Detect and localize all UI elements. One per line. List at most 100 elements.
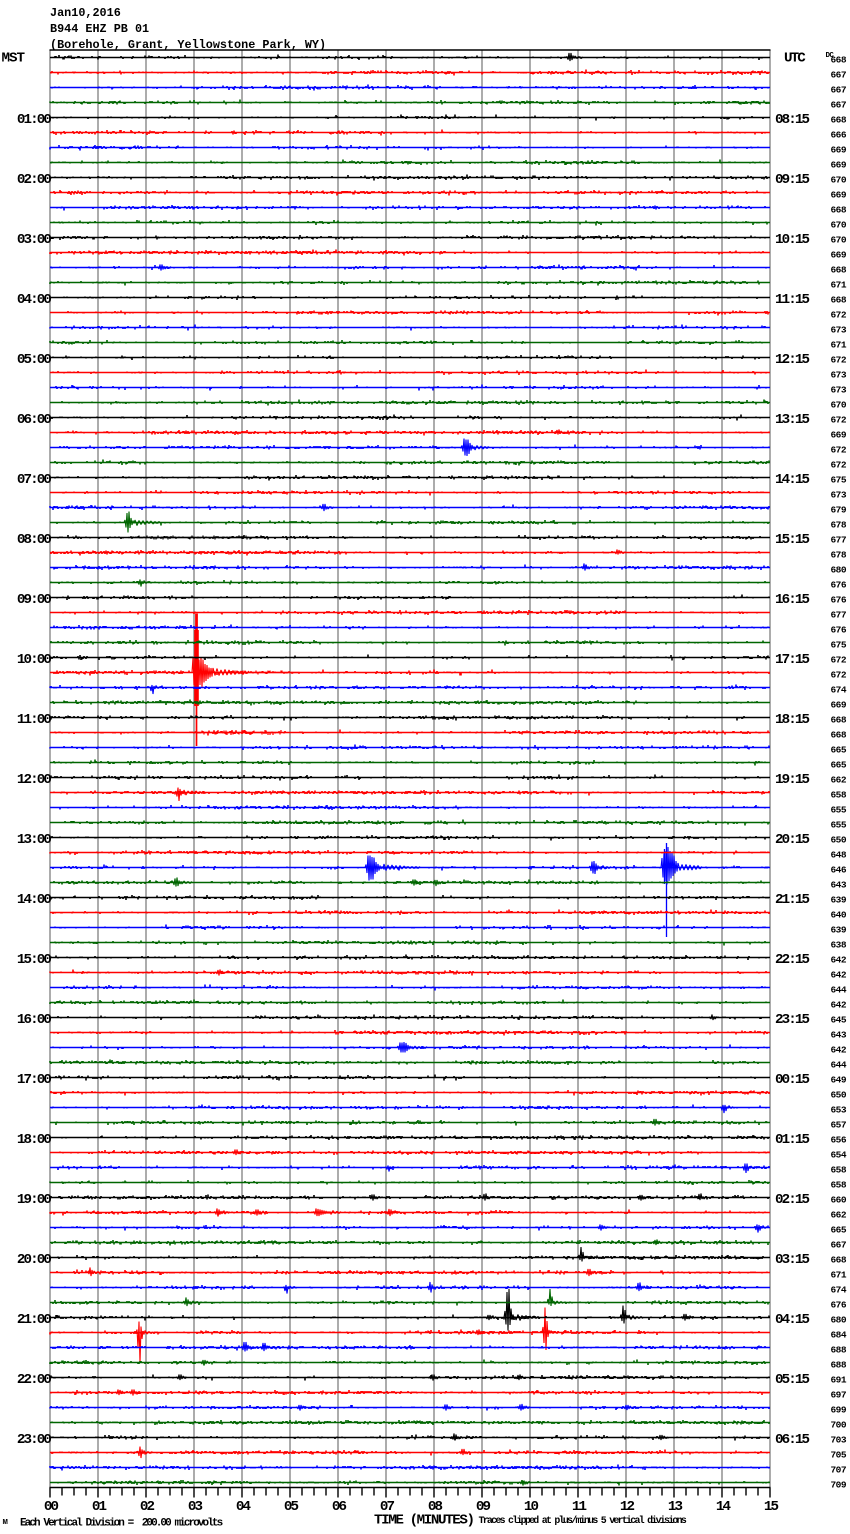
- svg-text:691: 691: [830, 1375, 846, 1386]
- svg-text:668: 668: [830, 55, 846, 66]
- svg-text:05: 05: [284, 1499, 299, 1515]
- svg-text:671: 671: [830, 340, 846, 351]
- svg-text:17:15: 17:15: [775, 652, 809, 668]
- svg-text:06:00: 06:00: [17, 412, 51, 428]
- svg-text:11:15: 11:15: [775, 292, 809, 308]
- svg-text:646: 646: [830, 865, 846, 876]
- svg-text:Traces clipped at plus/minus 5: Traces clipped at plus/minus 5 vertical …: [479, 1515, 687, 1526]
- svg-text:06:15: 06:15: [775, 1432, 809, 1448]
- svg-text:м: м: [3, 1517, 8, 1527]
- svg-text:668: 668: [830, 715, 846, 726]
- svg-text:658: 658: [830, 1165, 846, 1176]
- svg-text:649: 649: [830, 1075, 846, 1086]
- svg-text:19:00: 19:00: [17, 1192, 51, 1208]
- svg-text:DC: DC: [826, 52, 835, 60]
- svg-text:642: 642: [830, 1045, 846, 1056]
- svg-text:672: 672: [830, 310, 846, 321]
- svg-text:640: 640: [830, 910, 846, 921]
- svg-text:677: 677: [830, 535, 846, 546]
- svg-text:676: 676: [830, 595, 846, 606]
- svg-text:678: 678: [830, 520, 846, 531]
- svg-text:09:00: 09:00: [17, 592, 51, 608]
- svg-text:674: 674: [830, 1285, 846, 1296]
- svg-text:645: 645: [830, 1015, 846, 1026]
- svg-text:10: 10: [524, 1499, 539, 1515]
- svg-text:709: 709: [830, 1480, 846, 1491]
- svg-text:673: 673: [830, 490, 846, 501]
- svg-text:670: 670: [830, 220, 846, 231]
- svg-text:648: 648: [830, 850, 846, 861]
- svg-text:672: 672: [830, 460, 846, 471]
- svg-text:03: 03: [188, 1499, 203, 1515]
- svg-text:03:15: 03:15: [775, 1252, 809, 1268]
- svg-text:13:15: 13:15: [775, 412, 809, 428]
- svg-text:654: 654: [830, 1150, 846, 1161]
- svg-text:07:00: 07:00: [17, 472, 51, 488]
- svg-text:14:00: 14:00: [17, 892, 51, 908]
- svg-text:669: 669: [830, 160, 846, 171]
- svg-text:678: 678: [830, 550, 846, 561]
- svg-text:12:00: 12:00: [17, 772, 51, 788]
- svg-text:642: 642: [830, 1000, 846, 1011]
- svg-text:673: 673: [830, 325, 846, 336]
- svg-text:10:15: 10:15: [775, 232, 809, 248]
- svg-text:672: 672: [830, 445, 846, 456]
- svg-text:668: 668: [830, 1255, 846, 1266]
- svg-text:662: 662: [830, 775, 846, 786]
- svg-text:669: 669: [830, 700, 846, 711]
- svg-text:679: 679: [830, 505, 846, 516]
- svg-text:703: 703: [830, 1435, 846, 1446]
- svg-text:676: 676: [830, 580, 846, 591]
- svg-text:644: 644: [830, 985, 846, 996]
- svg-text:650: 650: [830, 1090, 846, 1101]
- svg-text:16:15: 16:15: [775, 592, 809, 608]
- svg-text:660: 660: [830, 1195, 846, 1206]
- svg-text:668: 668: [830, 205, 846, 216]
- svg-text:01:00: 01:00: [17, 112, 51, 128]
- svg-text:15: 15: [764, 1499, 779, 1515]
- svg-text:11:00: 11:00: [17, 712, 51, 728]
- svg-text:(Borehole, Grant, Yellowstone: (Borehole, Grant, Yellowstone Park, WY): [50, 38, 326, 52]
- svg-text:688: 688: [830, 1360, 846, 1371]
- svg-text:644: 644: [830, 1060, 846, 1071]
- svg-text:680: 680: [830, 565, 846, 576]
- svg-text:08:15: 08:15: [775, 112, 809, 128]
- svg-text:658: 658: [830, 790, 846, 801]
- svg-text:668: 668: [830, 730, 846, 741]
- svg-text:05:15: 05:15: [775, 1372, 809, 1388]
- svg-text:671: 671: [830, 280, 846, 291]
- svg-text:667: 667: [830, 70, 846, 81]
- svg-text:672: 672: [830, 670, 846, 681]
- svg-text:22:15: 22:15: [775, 952, 809, 968]
- svg-text:07: 07: [380, 1499, 395, 1515]
- svg-text:684: 684: [830, 1330, 846, 1341]
- svg-text:672: 672: [830, 655, 846, 666]
- svg-text:656: 656: [830, 1135, 846, 1146]
- svg-text:667: 667: [830, 100, 846, 111]
- svg-text:665: 665: [830, 1225, 846, 1236]
- svg-text:653: 653: [830, 1105, 846, 1116]
- svg-text:680: 680: [830, 1315, 846, 1326]
- svg-text:20:15: 20:15: [775, 832, 809, 848]
- svg-text:668: 668: [830, 115, 846, 126]
- svg-text:19:15: 19:15: [775, 772, 809, 788]
- svg-text:707: 707: [830, 1465, 846, 1476]
- svg-text:673: 673: [830, 385, 846, 396]
- svg-text:18:15: 18:15: [775, 712, 809, 728]
- svg-text:705: 705: [830, 1450, 846, 1461]
- svg-text:665: 665: [830, 745, 846, 756]
- svg-text:05:00: 05:00: [17, 352, 51, 368]
- svg-text:699: 699: [830, 1405, 846, 1416]
- svg-text:669: 669: [830, 145, 846, 156]
- svg-text:658: 658: [830, 1180, 846, 1191]
- svg-text:688: 688: [830, 1345, 846, 1356]
- svg-text:09: 09: [476, 1499, 491, 1515]
- svg-text:642: 642: [830, 970, 846, 981]
- svg-text:676: 676: [830, 625, 846, 636]
- svg-text:04:15: 04:15: [775, 1312, 809, 1328]
- svg-text:666: 666: [830, 130, 846, 141]
- svg-text:21:00: 21:00: [17, 1312, 51, 1328]
- svg-text:03:00: 03:00: [17, 232, 51, 248]
- svg-text:670: 670: [830, 175, 846, 186]
- svg-text:669: 669: [830, 190, 846, 201]
